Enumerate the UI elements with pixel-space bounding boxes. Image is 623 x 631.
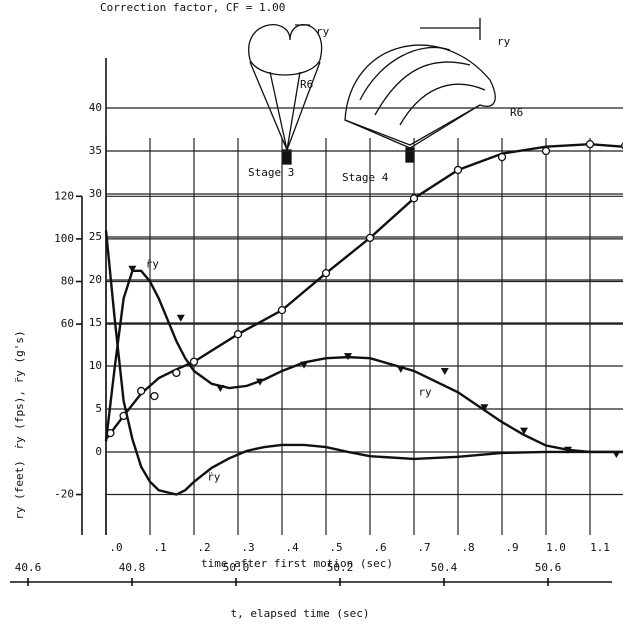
canopy-stage4 bbox=[344, 44, 496, 146]
elapsed-axis-title: t, elapsed time (sec) bbox=[230, 607, 369, 620]
y2-tick-label: 10 bbox=[89, 359, 102, 372]
curve bbox=[105, 142, 623, 440]
x-tick-label: .5 bbox=[329, 541, 342, 554]
y2-tick-label: 15 bbox=[89, 316, 102, 329]
curve bbox=[104, 269, 623, 454]
illustration-label: R6 bbox=[510, 106, 523, 119]
data-point bbox=[128, 265, 137, 273]
x-tick-label: .4 bbox=[285, 541, 299, 554]
data-point bbox=[344, 353, 352, 361]
illustration-label: Stage 4 bbox=[342, 171, 389, 184]
annotation: r̈y bbox=[207, 470, 221, 483]
data-point bbox=[541, 146, 551, 156]
elapsed-tick-label: 40.8 bbox=[119, 561, 146, 574]
data-point bbox=[189, 357, 199, 366]
data-point bbox=[497, 152, 507, 162]
y-tick-label: 80 bbox=[61, 275, 74, 288]
y2-tick-label: 20 bbox=[89, 273, 102, 286]
y2-tick-label: 5 bbox=[95, 402, 102, 415]
elapsed-tick-label: 50.4 bbox=[431, 561, 458, 574]
x-tick-label: .1 bbox=[153, 541, 166, 554]
x-axis-title: time after first motion (sec) bbox=[201, 557, 393, 570]
y2-tick-label: 30 bbox=[89, 187, 102, 200]
illustrations bbox=[248, 18, 496, 165]
y2-axis-title: ry (feet) bbox=[13, 460, 26, 520]
dimension-lines bbox=[295, 18, 481, 40]
y-axis-title: ṙy (fps), r̈y (g's) bbox=[13, 330, 26, 449]
x-tick-label: .3 bbox=[241, 541, 254, 554]
chart-title: Correction factor, CF = 1.00 bbox=[100, 1, 285, 14]
illustration-label: ry bbox=[316, 25, 330, 38]
y-tick-label: -20 bbox=[54, 488, 74, 501]
data-point bbox=[409, 194, 419, 203]
payload-stage3 bbox=[282, 149, 292, 165]
illustration-label: Stage 3 bbox=[248, 166, 294, 179]
illustration-label: ry bbox=[497, 35, 511, 48]
annotation: ry bbox=[418, 385, 432, 398]
elapsed-tick-label: 50.0 bbox=[223, 561, 250, 574]
data-point bbox=[172, 368, 181, 378]
data-point bbox=[440, 367, 449, 375]
payload-stage4 bbox=[405, 147, 415, 163]
data-point bbox=[233, 330, 243, 339]
y-tick-label: 120 bbox=[54, 189, 74, 202]
elapsed-tick-label: 40.6 bbox=[15, 561, 42, 574]
data-point bbox=[520, 427, 528, 435]
x-tick-label: .8 bbox=[461, 541, 474, 554]
x-tick-label: .0 bbox=[109, 541, 122, 554]
x-tick-label: .6 bbox=[373, 541, 386, 554]
y2-tick-label: 40 bbox=[89, 101, 102, 114]
illustration-label: R6 bbox=[300, 78, 313, 91]
x-tick-label: .2 bbox=[197, 541, 210, 554]
canopy-stage3 bbox=[248, 24, 323, 76]
y2-tick-label: 0 bbox=[95, 445, 102, 458]
x-tick-label: .7 bbox=[417, 541, 430, 554]
data-point bbox=[137, 386, 146, 396]
data-point bbox=[277, 305, 287, 315]
y-tick-label: 60 bbox=[61, 317, 74, 330]
data-point bbox=[365, 233, 375, 243]
data-point bbox=[216, 385, 225, 393]
y2-tick-label: 35 bbox=[89, 144, 102, 157]
data-point bbox=[480, 404, 489, 412]
y-tick-label: 100 bbox=[54, 232, 74, 245]
y2-tick-label: 25 bbox=[89, 230, 102, 243]
data-point bbox=[150, 391, 159, 401]
elapsed-tick-label: 50.2 bbox=[327, 561, 354, 574]
data-point bbox=[396, 365, 405, 373]
gores-stage4 bbox=[344, 46, 486, 149]
data-point bbox=[176, 314, 185, 322]
x-tick-label: .9 bbox=[505, 541, 518, 554]
annotation: ṙy bbox=[146, 257, 160, 270]
data-point bbox=[453, 165, 463, 175]
data-point bbox=[321, 268, 331, 278]
data-point bbox=[564, 446, 572, 454]
curve bbox=[104, 230, 623, 496]
data-point bbox=[585, 140, 595, 149]
data-point bbox=[256, 378, 264, 386]
x-tick-label: 1.0 bbox=[546, 541, 566, 554]
elapsed-tick-label: 50.6 bbox=[535, 561, 562, 574]
x-tick-label: 1.1 bbox=[590, 541, 610, 554]
data-point bbox=[300, 361, 308, 369]
